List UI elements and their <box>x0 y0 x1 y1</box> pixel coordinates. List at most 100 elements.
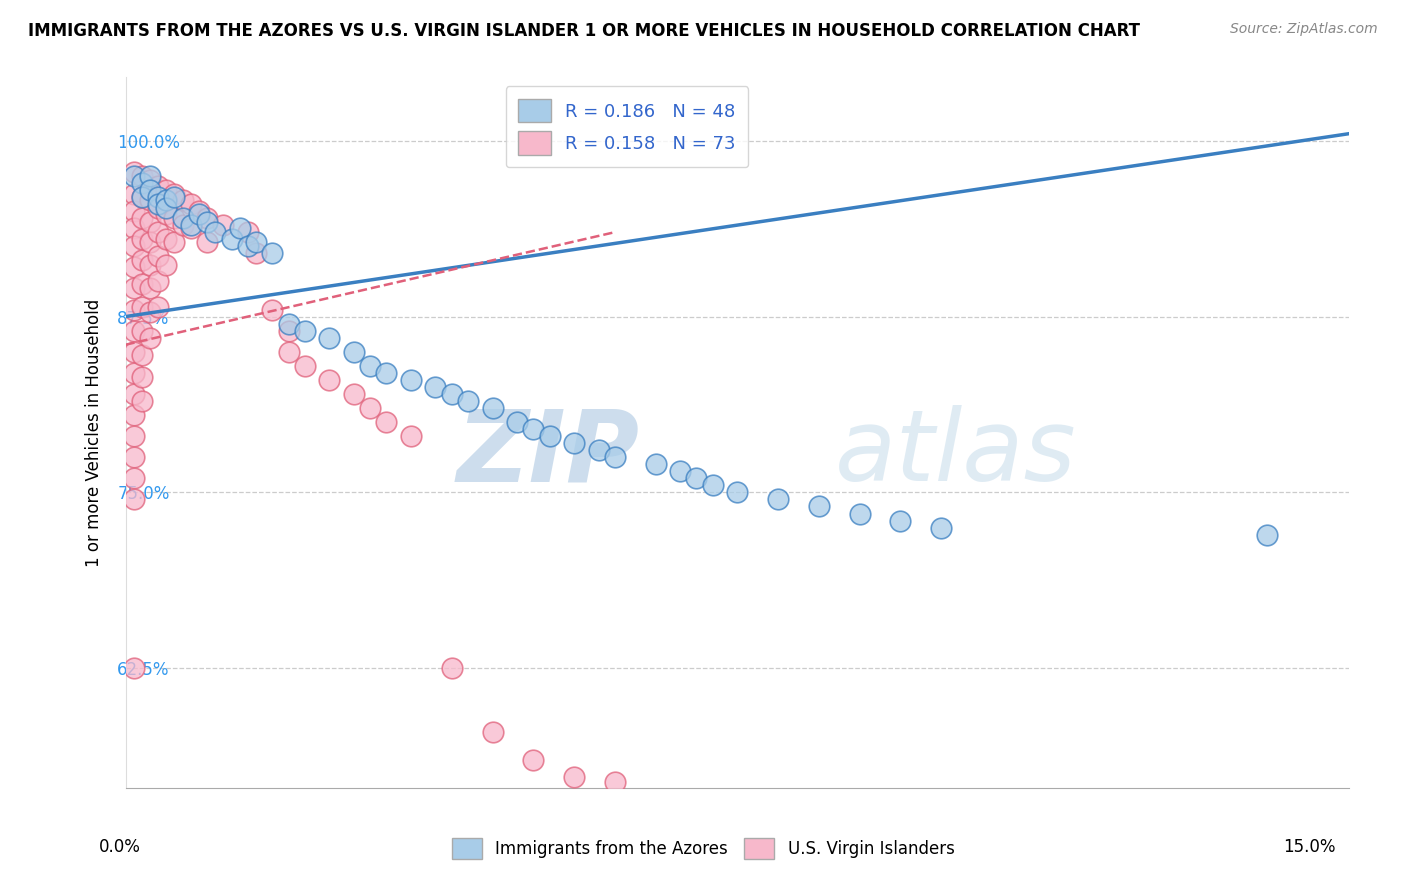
Point <box>131 211 153 226</box>
Point <box>122 239 145 253</box>
Point <box>155 207 177 221</box>
Point <box>122 324 145 338</box>
Point <box>221 232 243 246</box>
Point <box>122 302 145 317</box>
Point <box>212 218 235 232</box>
Point <box>522 753 544 767</box>
Point <box>139 169 162 183</box>
Point <box>180 197 202 211</box>
Point <box>245 246 267 260</box>
Point <box>848 507 870 521</box>
Point <box>131 300 153 314</box>
Point <box>139 258 162 272</box>
Point <box>236 225 259 239</box>
Point <box>562 770 585 784</box>
Point <box>146 201 169 215</box>
Point <box>172 211 194 226</box>
Point <box>163 211 186 226</box>
Point <box>146 300 169 314</box>
Point <box>122 344 145 359</box>
Point <box>163 235 186 249</box>
Point <box>481 401 503 415</box>
Point <box>766 492 789 507</box>
Point <box>139 281 162 295</box>
Point <box>131 169 153 183</box>
Point <box>146 190 169 204</box>
Text: 0.0%: 0.0% <box>98 838 141 856</box>
Legend: R = 0.186   N = 48, R = 0.158   N = 73: R = 0.186 N = 48, R = 0.158 N = 73 <box>506 87 748 167</box>
Point <box>139 215 162 229</box>
Point <box>277 317 299 331</box>
Point <box>375 366 398 380</box>
Point <box>180 218 202 232</box>
Point <box>343 344 366 359</box>
Point <box>155 258 177 272</box>
Point <box>139 173 162 187</box>
Point <box>122 492 145 507</box>
Point <box>139 183 162 197</box>
Point <box>294 359 316 373</box>
Point <box>440 387 463 401</box>
Point <box>294 324 316 338</box>
Point <box>122 164 145 178</box>
Point <box>139 193 162 207</box>
Point <box>228 221 250 235</box>
Point <box>131 232 153 246</box>
Text: ZIP: ZIP <box>457 406 640 502</box>
Point <box>131 347 153 361</box>
Point <box>146 197 169 211</box>
Point <box>131 370 153 384</box>
Text: atlas: atlas <box>835 406 1077 502</box>
Point <box>644 457 666 471</box>
Point <box>725 485 748 500</box>
Point <box>122 408 145 422</box>
Point <box>187 204 209 219</box>
Point <box>195 215 218 229</box>
Point <box>122 169 145 183</box>
Point <box>702 478 724 492</box>
Point <box>669 464 692 478</box>
Point <box>245 235 267 249</box>
Point <box>359 359 381 373</box>
Point <box>155 201 177 215</box>
Point <box>262 302 284 317</box>
Point <box>155 183 177 197</box>
Point <box>187 207 209 221</box>
Point <box>155 193 177 207</box>
Point <box>538 429 561 443</box>
Point <box>588 443 610 458</box>
Point <box>457 394 479 409</box>
Legend: Immigrants from the Azores, U.S. Virgin Islanders: Immigrants from the Azores, U.S. Virgin … <box>444 831 962 866</box>
Point <box>122 661 145 675</box>
Point <box>204 225 226 239</box>
Point <box>506 415 529 429</box>
Y-axis label: 1 or more Vehicles in Household: 1 or more Vehicles in Household <box>86 299 103 566</box>
Text: Source: ZipAtlas.com: Source: ZipAtlas.com <box>1230 22 1378 37</box>
Point <box>522 422 544 436</box>
Point <box>122 450 145 465</box>
Point <box>318 331 340 345</box>
Point <box>122 204 145 219</box>
Point <box>195 211 218 226</box>
Point <box>277 344 299 359</box>
Point <box>122 429 145 443</box>
Point <box>399 373 422 387</box>
Point <box>172 193 194 207</box>
Point <box>562 436 585 450</box>
Point <box>146 178 169 193</box>
Point <box>1256 527 1278 541</box>
Point <box>122 221 145 235</box>
Point <box>375 415 398 429</box>
Text: IMMIGRANTS FROM THE AZORES VS U.S. VIRGIN ISLANDER 1 OR MORE VEHICLES IN HOUSEHO: IMMIGRANTS FROM THE AZORES VS U.S. VIRGI… <box>28 22 1140 40</box>
Point <box>807 500 830 514</box>
Point <box>685 471 707 485</box>
Point <box>146 249 169 263</box>
Point <box>425 380 447 394</box>
Point <box>122 281 145 295</box>
Point <box>889 514 911 528</box>
Point <box>122 387 145 401</box>
Point <box>195 235 218 249</box>
Point <box>131 176 153 190</box>
Point <box>122 187 145 202</box>
Point <box>155 232 177 246</box>
